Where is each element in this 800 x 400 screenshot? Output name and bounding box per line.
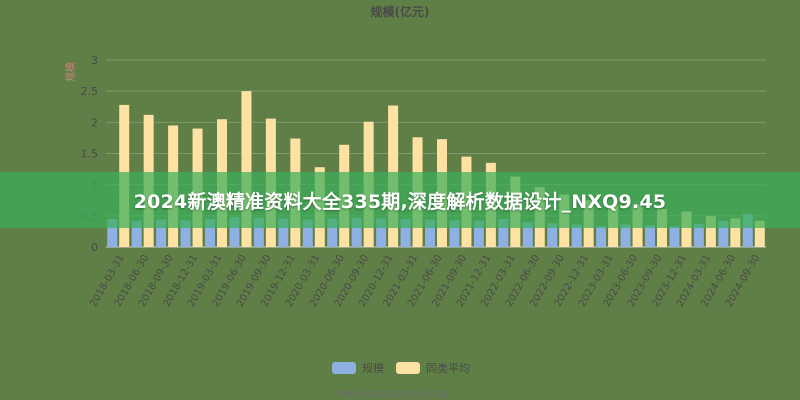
bar-scale bbox=[327, 218, 338, 247]
bar-scale bbox=[425, 219, 435, 247]
bar-scale bbox=[693, 223, 704, 247]
y-tick-label: 2.5 bbox=[81, 85, 99, 98]
legend-label: 同类平均 bbox=[426, 361, 470, 375]
legend-label: 规模 bbox=[362, 361, 384, 375]
bar-scale bbox=[376, 218, 387, 247]
bar-scale bbox=[596, 225, 607, 247]
x-axis-ticks: 2018-03-312018-06-302018-09-302018-12-31… bbox=[88, 253, 762, 309]
bar-scale bbox=[645, 225, 655, 247]
bar-scale bbox=[620, 224, 631, 247]
legend: 规模 同类平均 bbox=[332, 361, 470, 375]
bar-scale bbox=[400, 218, 411, 247]
chart-title: 规模(亿元) bbox=[371, 4, 430, 19]
bar-scale bbox=[131, 220, 142, 247]
bar-scale bbox=[302, 219, 313, 247]
bar-scale bbox=[180, 220, 191, 247]
bar-scale bbox=[229, 217, 240, 247]
y-axis-label: 规模 bbox=[64, 62, 77, 82]
bar-scale bbox=[718, 220, 729, 247]
bar-scale bbox=[449, 220, 460, 247]
bar-scale bbox=[498, 218, 509, 247]
bar-scale bbox=[522, 222, 533, 247]
y-tick-label: 1.5 bbox=[81, 148, 99, 161]
bar-peer-average bbox=[681, 211, 692, 247]
bar-peer-average bbox=[730, 218, 741, 247]
title-banner-bg bbox=[0, 172, 800, 228]
y-tick-label: 3 bbox=[91, 54, 98, 67]
bar-scale bbox=[278, 218, 289, 247]
footnote: 规模数据来自定期报告截止日期 bbox=[336, 389, 448, 399]
bar-peer-average bbox=[705, 215, 716, 247]
bar-scale bbox=[473, 220, 484, 247]
legend-swatch bbox=[332, 362, 356, 374]
bar-scale bbox=[351, 217, 362, 247]
y-tick-label: 2 bbox=[91, 116, 98, 129]
bar-peer-average bbox=[754, 220, 765, 247]
bar-scale bbox=[547, 223, 558, 247]
bar-scale bbox=[205, 218, 215, 247]
title-banner-text: 2024新澳精准资料大全335期,深度解析数据设计_NXQ9.45 bbox=[133, 190, 667, 213]
bar-scale bbox=[253, 217, 264, 247]
bar-scale bbox=[669, 226, 680, 247]
bar-scale bbox=[742, 213, 753, 247]
bar-scale bbox=[156, 219, 167, 247]
legend-swatch bbox=[396, 362, 420, 374]
y-tick-label: 0 bbox=[91, 241, 98, 254]
bar-scale bbox=[571, 224, 582, 247]
bar-peer-average bbox=[241, 91, 252, 248]
bar-scale bbox=[107, 218, 118, 247]
